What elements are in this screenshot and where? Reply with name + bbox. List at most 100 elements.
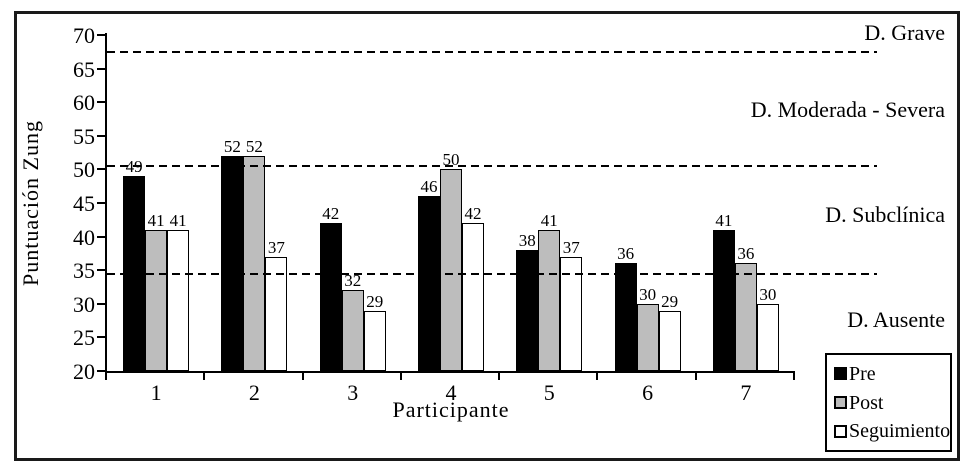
x-category-label-4: 4 <box>445 380 457 405</box>
value-label-pre-participant-2: 52 <box>223 136 241 156</box>
bar-seguimiento-participant-5 <box>560 256 583 371</box>
y-axis-line <box>105 33 107 373</box>
y-tick-label-60: 60 <box>73 90 95 116</box>
value-label-seguimiento-participant-6: 29 <box>661 291 679 311</box>
y-tick-label-65: 65 <box>73 56 95 82</box>
y-tick-65 <box>97 67 105 70</box>
x-category-label-2: 2 <box>248 380 260 405</box>
x-tick-3 <box>399 373 402 380</box>
x-tick-6 <box>694 373 697 380</box>
zone-label-1: D. Grave <box>864 19 945 45</box>
legend-item-seguimiento: Seguimiento <box>834 421 950 441</box>
bar-post-participant-6 <box>636 303 659 371</box>
y-axis-title: Puntuación Zung <box>18 120 43 286</box>
x-axis-title: Participante <box>392 397 510 422</box>
legend-item-post: Post <box>834 393 950 413</box>
legend-label-post: Post <box>849 391 884 414</box>
value-label-seguimiento-participant-1: 41 <box>169 210 187 230</box>
value-label-post-participant-5: 41 <box>540 210 558 230</box>
bar-seguimiento-participant-4 <box>462 223 484 371</box>
x-category-label-3: 3 <box>347 380 359 405</box>
bar-post-participant-2 <box>243 155 266 371</box>
y-tick-label-40: 40 <box>73 224 95 250</box>
zone-label-4: D. Ausente <box>847 306 945 332</box>
bar-seguimiento-participant-1 <box>167 229 190 371</box>
value-label-pre-participant-5: 38 <box>518 231 536 251</box>
value-label-post-participant-2: 52 <box>245 136 263 156</box>
bar-seguimiento-participant-7 <box>756 303 779 371</box>
bar-pre-participant-7 <box>712 229 735 371</box>
legend-item-pre: Pre <box>834 364 950 384</box>
seguimiento-series-swatch-icon <box>834 424 847 438</box>
y-tick-label-55: 55 <box>73 123 95 149</box>
bar-seguimiento-participant-2 <box>265 256 288 371</box>
y-tick-20 <box>97 370 105 372</box>
value-label-post-participant-7: 36 <box>737 244 755 264</box>
x-category-label-1: 1 <box>150 380 162 405</box>
bar-seguimiento-participant-3 <box>363 310 386 371</box>
post-series-swatch-icon <box>834 396 847 409</box>
bar-post-participant-5 <box>538 229 561 371</box>
y-tick-45 <box>97 202 105 204</box>
threshold-line-50.5 <box>107 165 877 168</box>
x-tick-1 <box>203 373 206 380</box>
bar-post-participant-4 <box>440 169 462 371</box>
y-tick-label-70: 70 <box>73 23 95 48</box>
y-tick-35 <box>97 269 105 272</box>
value-label-post-participant-3: 32 <box>344 271 362 291</box>
x-tick-0 <box>105 373 107 380</box>
y-tick-label-50: 50 <box>73 157 95 183</box>
bar-pre-participant-5 <box>516 250 539 371</box>
y-tick-55 <box>97 134 105 137</box>
x-tick-7 <box>793 373 795 380</box>
value-label-pre-participant-3: 42 <box>322 204 340 224</box>
y-tick-label-45: 45 <box>73 191 95 216</box>
x-category-label-6: 6 <box>642 380 654 405</box>
value-label-seguimiento-participant-4: 42 <box>464 204 482 224</box>
y-tick-40 <box>97 235 105 238</box>
y-tick-label-20: 20 <box>73 359 95 384</box>
x-tick-2 <box>301 373 304 380</box>
bar-post-participant-1 <box>145 229 168 371</box>
value-label-pre-participant-1: 49 <box>125 157 143 177</box>
bar-post-participant-7 <box>734 263 757 371</box>
value-label-pre-participant-6: 36 <box>617 244 635 264</box>
zone-label-2: D. Moderada - Severa <box>750 97 945 123</box>
bar-pre-participant-6 <box>614 263 637 371</box>
y-tick-25 <box>97 336 105 339</box>
bar-post-participant-3 <box>341 290 364 371</box>
bar-seguimiento-participant-6 <box>658 310 681 371</box>
x-category-label-7: 7 <box>740 380 752 405</box>
value-label-pre-participant-4: 46 <box>420 177 438 197</box>
value-label-post-participant-6: 30 <box>639 284 657 304</box>
bar-pre-participant-2 <box>221 155 244 371</box>
bar-pre-participant-4 <box>418 196 440 371</box>
legend-box: Pre Post Seguimiento <box>825 353 952 452</box>
y-tick-60 <box>97 101 105 104</box>
x-category-label-5: 5 <box>543 380 555 405</box>
y-tick-70 <box>97 34 105 36</box>
y-tick-30 <box>97 302 105 305</box>
legend-label-seguimiento: Seguimiento <box>849 420 951 443</box>
value-label-seguimiento-participant-5: 37 <box>562 237 580 257</box>
value-label-post-participant-1: 41 <box>147 210 165 230</box>
y-tick-label-30: 30 <box>73 291 95 317</box>
value-label-seguimiento-participant-7: 30 <box>759 284 777 304</box>
y-tick-label-35: 35 <box>73 258 95 284</box>
zone-label-3: D. Subclínica <box>825 202 945 228</box>
x-tick-5 <box>596 373 599 380</box>
y-tick-50 <box>97 168 105 171</box>
value-label-seguimiento-participant-3: 29 <box>366 291 384 311</box>
y-tick-label-25: 25 <box>73 325 95 351</box>
value-label-pre-participant-7: 41 <box>715 210 733 230</box>
x-tick-4 <box>498 373 501 380</box>
chart-outer-border <box>14 11 960 461</box>
bar-pre-participant-3 <box>319 223 342 371</box>
threshold-line-34.5 <box>107 272 877 275</box>
value-label-seguimiento-participant-2: 37 <box>267 237 285 257</box>
legend-label-pre: Pre <box>849 362 876 385</box>
threshold-line-67.5 <box>107 50 877 53</box>
x-axis-line <box>105 371 795 373</box>
pre-series-swatch-icon <box>834 367 847 381</box>
